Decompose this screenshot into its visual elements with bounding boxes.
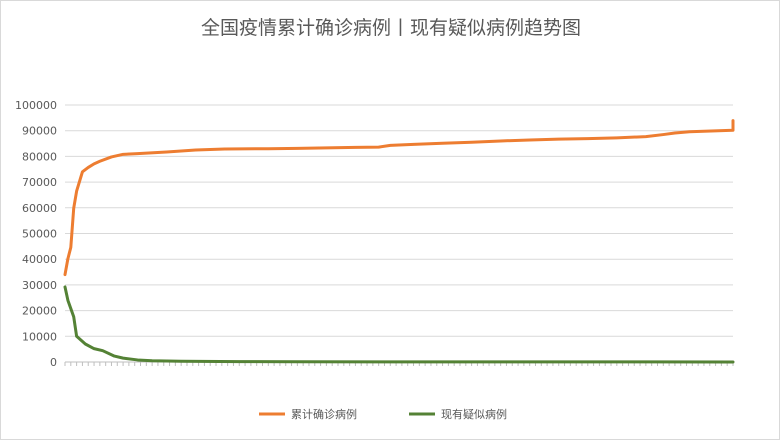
series-line	[63, 285, 735, 364]
y-tick-label: 50000	[22, 228, 57, 241]
y-tick-label: 40000	[22, 253, 57, 266]
y-tick-label: 60000	[22, 202, 57, 215]
chart-title: 全国疫情累计确诊病例丨现有疑似病例趋势图	[200, 17, 581, 39]
series-line	[63, 119, 735, 277]
y-tick-label: 90000	[22, 125, 57, 138]
y-tick-label: 30000	[22, 279, 57, 292]
y-tick-label: 100000	[15, 99, 57, 112]
y-tick-label: 0	[50, 356, 57, 369]
y-tick-label: 70000	[22, 176, 57, 189]
legend-label: 累计确诊病例	[291, 407, 357, 421]
legend-label: 现有疑似病例	[441, 407, 507, 421]
y-tick-label: 10000	[22, 330, 57, 343]
y-tick-label: 20000	[22, 305, 57, 318]
y-tick-label: 80000	[22, 150, 57, 163]
